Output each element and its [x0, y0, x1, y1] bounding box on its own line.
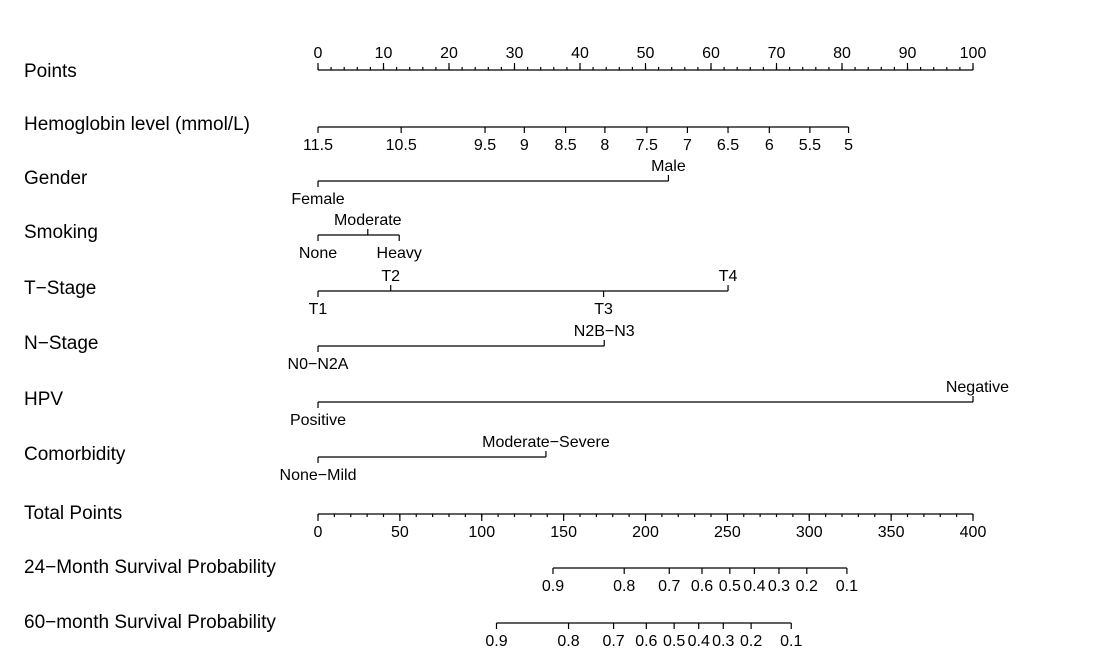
survival-60-month-tick-label: 0.1 [780, 633, 802, 650]
points-tick-label: 70 [768, 45, 786, 62]
hb-tick-label: 7 [683, 137, 692, 154]
tstage-level-label: T4 [719, 268, 738, 285]
survival-60-month-tick-label: 0.4 [688, 633, 710, 650]
survival-24-month-tick-label: 0.7 [658, 578, 680, 595]
gender-level-label: Male [651, 158, 686, 175]
hb-tick-label: 5 [844, 137, 853, 154]
hb-tick-label: 11.5 [303, 137, 333, 154]
row-labels: Points Hemoglobin level (mmol/L) Gender Smo… [24, 61, 276, 633]
hb-tick-label: 10.5 [386, 137, 417, 154]
points-tick-label: 40 [571, 45, 589, 62]
survival-24-month-label: 24−Month Survival Probability [24, 557, 276, 578]
points-tick-label: 60 [702, 45, 720, 62]
nstage-label: N−Stage [24, 333, 98, 354]
survival-60-month-tick-label: 0.8 [557, 633, 579, 650]
survival-60-month-tick-label: 0.6 [635, 633, 657, 650]
gender-level-label: Female [291, 191, 344, 208]
survival-60-month-tick-label: 0.9 [485, 633, 507, 650]
survival-24-month-tick-label: 0.4 [743, 578, 765, 595]
comorb-level-label: None−Mild [280, 467, 357, 484]
survival-24-month-tick-label: 0.1 [836, 578, 858, 595]
points-tick-label: 30 [506, 45, 524, 62]
nstage-level-label: N0−N2A [288, 356, 349, 373]
survival-24-month-tick-label: 0.6 [691, 578, 713, 595]
total-points-tick-label: 150 [550, 524, 577, 541]
tstage-label: T−Stage [24, 278, 96, 299]
hpv-level-label: Negative [946, 379, 1009, 396]
survival-60-month-tick-label: 0.5 [663, 633, 685, 650]
comorb-label: Comorbidity [24, 444, 126, 465]
points-tick-label: 80 [833, 45, 851, 62]
total-points-tick-label: 100 [468, 524, 495, 541]
hb-tick-label: 9.5 [474, 137, 496, 154]
smoking-level-label: Moderate [334, 212, 402, 229]
total-points-tick-label: 350 [878, 524, 905, 541]
smoking-label: Smoking [24, 222, 98, 243]
points-label: Points [24, 61, 77, 82]
survival-60-month-label: 60−month Survival Probability [24, 612, 276, 633]
hb-tick-label: 8 [600, 137, 609, 154]
points-tick-label: 10 [375, 45, 393, 62]
total-points-tick-label: 300 [796, 524, 823, 541]
tstage-level-label: T1 [309, 301, 328, 318]
hb-tick-label: 8.5 [554, 137, 576, 154]
tstage-level-label: T3 [594, 301, 613, 318]
survival-24-month-tick-label: 0.2 [796, 578, 818, 595]
total-points-tick-label: 0 [314, 524, 323, 541]
hb-tick-label: 6 [765, 137, 774, 154]
hb-tick-label: 5.5 [799, 137, 821, 154]
tstage-level-label: T2 [381, 268, 400, 285]
survival-60-month-tick-label: 0.2 [740, 633, 762, 650]
points-tick-label: 100 [960, 45, 987, 62]
points-tick-label: 50 [637, 45, 655, 62]
total-points-tick-label: 50 [391, 524, 409, 541]
survival-24-month-tick-label: 0.9 [542, 578, 564, 595]
hb-label: Hemoglobin level (mmol/L) [24, 114, 250, 135]
comorb-level-label: Moderate−Severe [482, 434, 610, 451]
points-tick-label: 20 [440, 45, 458, 62]
total-points-tick-label: 250 [714, 524, 741, 541]
smoking-level-label: Heavy [377, 245, 422, 262]
smoking-level-label: None [299, 245, 337, 262]
survival-60-month-tick-label: 0.3 [712, 633, 734, 650]
survival-24-month-tick-label: 0.8 [613, 578, 635, 595]
survival-24-month-tick-label: 0.5 [719, 578, 741, 595]
gender-label: Gender [24, 168, 88, 189]
hb-tick-label: 7.5 [636, 137, 658, 154]
hb-tick-label: 6.5 [717, 137, 739, 154]
total-points-tick-label: 400 [960, 524, 987, 541]
points-tick-label: 0 [314, 45, 323, 62]
total-points-tick-label: 200 [632, 524, 659, 541]
survival-60-month-tick-label: 0.7 [602, 633, 624, 650]
nstage-level-label: N2B−N3 [574, 323, 635, 340]
total-points-label: Total Points [24, 503, 122, 524]
hb-tick-label: 9 [520, 137, 529, 154]
survival-24-month-tick-label: 0.3 [768, 578, 790, 595]
hpv-label: HPV [24, 389, 63, 410]
hpv-level-label: Positive [290, 412, 346, 429]
points-tick-label: 90 [899, 45, 917, 62]
